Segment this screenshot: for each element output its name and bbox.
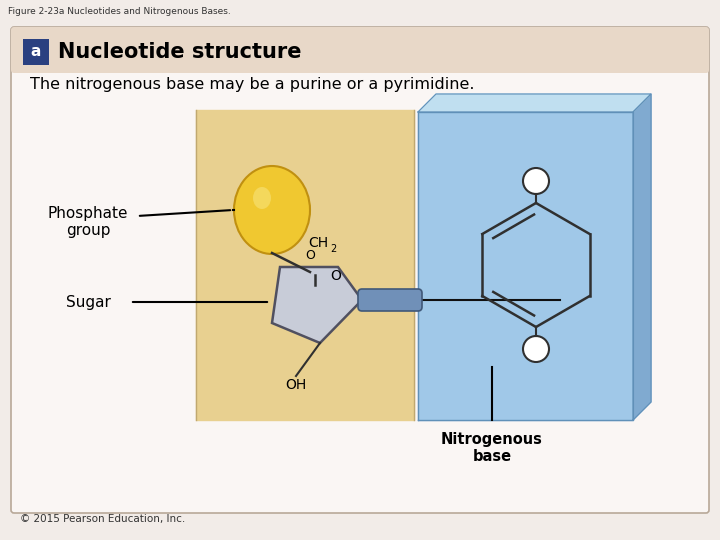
Polygon shape (272, 267, 362, 343)
Ellipse shape (234, 166, 310, 254)
Text: Phosphate
group: Phosphate group (48, 206, 128, 238)
Text: Sugar: Sugar (66, 294, 110, 309)
Polygon shape (633, 94, 651, 420)
Text: O: O (330, 269, 341, 283)
Text: Nucleotide structure: Nucleotide structure (58, 42, 302, 62)
Ellipse shape (253, 187, 271, 209)
Text: © 2015 Pearson Education, Inc.: © 2015 Pearson Education, Inc. (20, 514, 185, 524)
FancyBboxPatch shape (23, 39, 49, 65)
Text: Nitrogenous
base: Nitrogenous base (441, 432, 543, 464)
FancyBboxPatch shape (11, 27, 709, 513)
Circle shape (523, 336, 549, 362)
Text: Figure 2-23a Nucleotides and Nitrogenous Bases.: Figure 2-23a Nucleotides and Nitrogenous… (8, 7, 230, 16)
Text: a: a (31, 44, 41, 59)
FancyBboxPatch shape (358, 289, 422, 311)
Polygon shape (418, 112, 633, 420)
Polygon shape (418, 94, 651, 112)
Text: OH: OH (285, 378, 307, 392)
Text: O: O (305, 249, 315, 262)
Text: 2: 2 (330, 244, 336, 254)
Text: The nitrogenous base may be a purine or a pyrimidine.: The nitrogenous base may be a purine or … (30, 78, 474, 92)
Circle shape (523, 168, 549, 194)
FancyBboxPatch shape (11, 27, 709, 73)
Text: CH: CH (308, 236, 328, 250)
